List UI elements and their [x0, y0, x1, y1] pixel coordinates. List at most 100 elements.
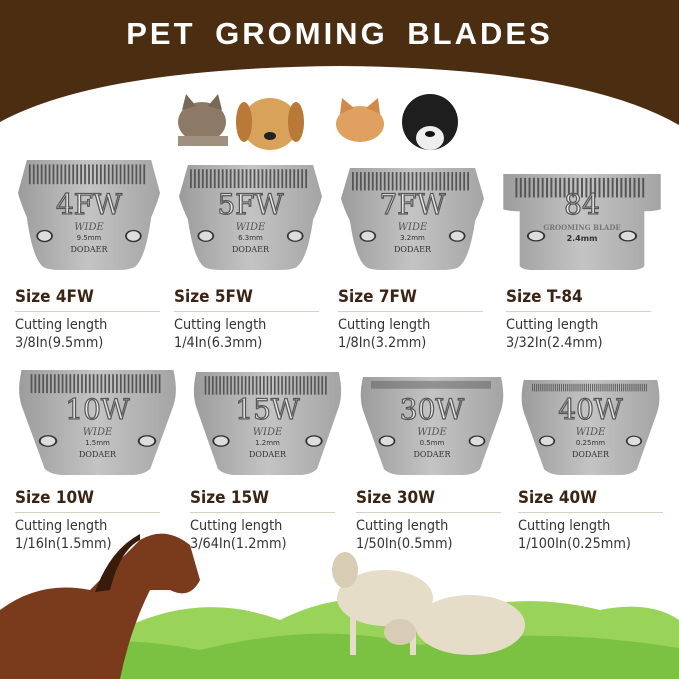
blade-1: 5FW WIDE 6.3mm DODAER — [176, 165, 325, 270]
blade-code: 10W — [65, 393, 131, 426]
blade-code: 15W — [235, 393, 301, 426]
cutting-length-value: 3/64In(1.2mm) — [190, 536, 287, 552]
screw-icon — [36, 229, 53, 243]
blade-size: Size 7FW — [338, 287, 417, 307]
cutting-length-label: Cutting length — [506, 317, 599, 333]
blade-code: 5FW — [217, 188, 284, 221]
cutting-length-label: Cutting length — [356, 518, 449, 534]
blade-code: 30W — [399, 393, 465, 426]
divider — [190, 512, 335, 513]
blade-mm-label: 1.5mm — [85, 439, 110, 447]
blade-info: Size 5FW Cutting length 1/4In(6.3mm) — [174, 287, 324, 352]
page-title: PET GROMING BLADES — [126, 16, 553, 51]
blade-mm-label: 0.5mm — [419, 439, 445, 447]
blade-brand: DODAER — [248, 450, 287, 459]
horse-image — [0, 533, 200, 679]
blade-wide-label: GROOMING BLADE — [543, 223, 621, 232]
cutting-length-value: 1/16In(1.5mm) — [15, 536, 112, 552]
blade-mm-label: 9.5mm — [76, 234, 102, 242]
blade-code: 84 — [564, 188, 601, 221]
cutting-length-value: 1/8In(3.2mm) — [338, 335, 427, 351]
blade-wide-label: WIDE — [74, 222, 104, 233]
header-banner — [0, 0, 679, 125]
blade-code: 7FW — [379, 188, 446, 221]
blade-wide-label: WIDE — [417, 427, 447, 438]
blade-info: Size 30W Cutting length 1/50In(0.5mm) — [356, 488, 506, 553]
blade-size: Size T-84 — [506, 287, 583, 307]
blade-info: Size 10W Cutting length 1/16In(1.5mm) — [15, 488, 165, 553]
divider — [15, 512, 160, 513]
blade-5: 15W WIDE 1.2mm DODAER — [190, 372, 345, 475]
blade-info: Size 7FW Cutting length 1/8In(3.2mm) — [338, 287, 488, 352]
divider — [15, 311, 160, 312]
blade-mm-label: 1.2mm — [255, 439, 280, 447]
screw-icon — [38, 435, 58, 447]
blade-2: 7FW WIDE 3.2mm DODAER — [338, 168, 487, 270]
cutting-length-label: Cutting length — [174, 317, 267, 333]
cutting-length-value: 1/100In(0.25mm) — [518, 536, 631, 552]
cutting-length-label: Cutting length — [15, 317, 108, 333]
pets-image — [178, 94, 458, 150]
blade-brand: DODAER — [78, 450, 117, 459]
blade-wide-label: WIDE — [575, 427, 606, 438]
screw-icon — [359, 230, 377, 242]
blade-brand: DODAER — [413, 450, 451, 459]
screw-icon — [448, 230, 466, 242]
blade-brand: DODAER — [70, 245, 108, 254]
screw-icon — [286, 230, 304, 242]
blade-info: Size 40W Cutting length 1/100In(0.25mm) — [518, 488, 668, 553]
blade-mm-label: 3.2mm — [400, 234, 425, 242]
screw-icon — [625, 435, 643, 447]
cutting-length-label: Cutting length — [15, 518, 108, 534]
dog-image — [236, 98, 304, 150]
divider — [338, 311, 483, 312]
cutting-length-label: Cutting length — [338, 317, 431, 333]
cutting-length-value: 1/4In(6.3mm) — [174, 335, 263, 351]
blade-info: Size T-84 Cutting length 3/32In(2.4mm) — [506, 287, 656, 352]
blade-code: 4FW — [55, 188, 123, 221]
blade-size: Size 10W — [15, 488, 95, 508]
blade-mm-label: 6.3mm — [238, 234, 263, 242]
screw-icon — [378, 435, 396, 447]
blade-brand: DODAER — [231, 245, 270, 254]
sheep-image — [332, 552, 525, 655]
blade-6: 30W WIDE 0.5mm DODAER — [357, 377, 507, 475]
screw-icon — [125, 229, 142, 243]
farm-animals-image — [0, 533, 679, 679]
screw-icon — [197, 230, 215, 242]
blade-4: 10W WIDE 1.5mm DODAER — [15, 370, 180, 475]
screw-icon — [305, 435, 323, 447]
blade-info: Size 4FW Cutting length 3/8In(9.5mm) — [15, 287, 165, 352]
blade-0: 4FW WIDE 9.5mm DODAER — [15, 160, 163, 270]
blade-wide-label: WIDE — [82, 427, 113, 438]
blade-brand: DODAER — [571, 450, 610, 459]
blade-wide-label: WIDE — [235, 222, 266, 233]
blade-3: 84 GROOMING BLADE 2.4mm — [500, 172, 664, 270]
blade-mm-label: 0.25mm — [575, 439, 606, 447]
cutting-length-value: 3/8In(9.5mm) — [15, 335, 104, 351]
blade-size: Size 5FW — [174, 287, 253, 307]
blade-mm-label: 2.4mm — [566, 234, 598, 243]
blade-size: Size 30W — [356, 488, 436, 508]
screw-icon — [212, 435, 230, 447]
dog-image — [402, 94, 458, 150]
screw-icon — [618, 230, 638, 242]
divider — [174, 311, 319, 312]
cutting-length-value: 3/32In(2.4mm) — [506, 335, 603, 351]
divider — [506, 311, 651, 312]
cat-image — [178, 94, 228, 146]
blade-info: Size 15W Cutting length 3/64In(1.2mm) — [190, 488, 340, 553]
cutting-length-value: 1/50In(0.5mm) — [356, 536, 453, 552]
blade-brand: DODAER — [393, 245, 432, 254]
blade-code: 40W — [558, 393, 624, 426]
screw-icon — [468, 435, 486, 447]
blade-size: Size 15W — [190, 488, 270, 508]
blade-size: Size 4FW — [15, 287, 94, 307]
blade-wide-label: WIDE — [252, 427, 283, 438]
screw-icon — [538, 435, 556, 447]
blade-wide-label: WIDE — [397, 222, 428, 233]
screw-icon — [137, 435, 157, 447]
divider — [356, 512, 501, 513]
blade-7: 40W WIDE 0.25mm DODAER — [518, 380, 663, 475]
